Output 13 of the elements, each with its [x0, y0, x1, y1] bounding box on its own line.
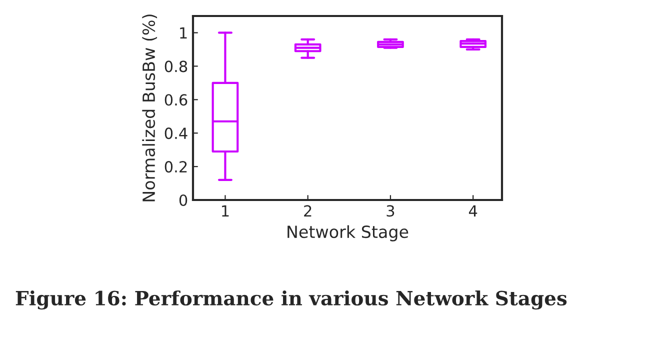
- y-tick-label: 0: [179, 194, 188, 206]
- y-tick-label: 0.4: [164, 128, 188, 140]
- y-tick-label: 1: [180, 27, 187, 39]
- caption: Figure 16: Performance in various Network Stages: [16, 290, 567, 310]
- x-tick-label: 2: [304, 205, 312, 216]
- y-axis-title: Normalized BusBw (%): [142, 14, 158, 202]
- x-tick-label: 1: [222, 205, 229, 216]
- y-tick-label: 0.8: [164, 60, 188, 72]
- x-tick-label: 3: [386, 205, 394, 217]
- y-tick-label: 0.6: [164, 94, 188, 106]
- y-tick-label: 0.2: [164, 161, 187, 173]
- x-tick-label: 4: [468, 205, 478, 216]
- x-axis-title: Network Stage: [288, 225, 408, 242]
